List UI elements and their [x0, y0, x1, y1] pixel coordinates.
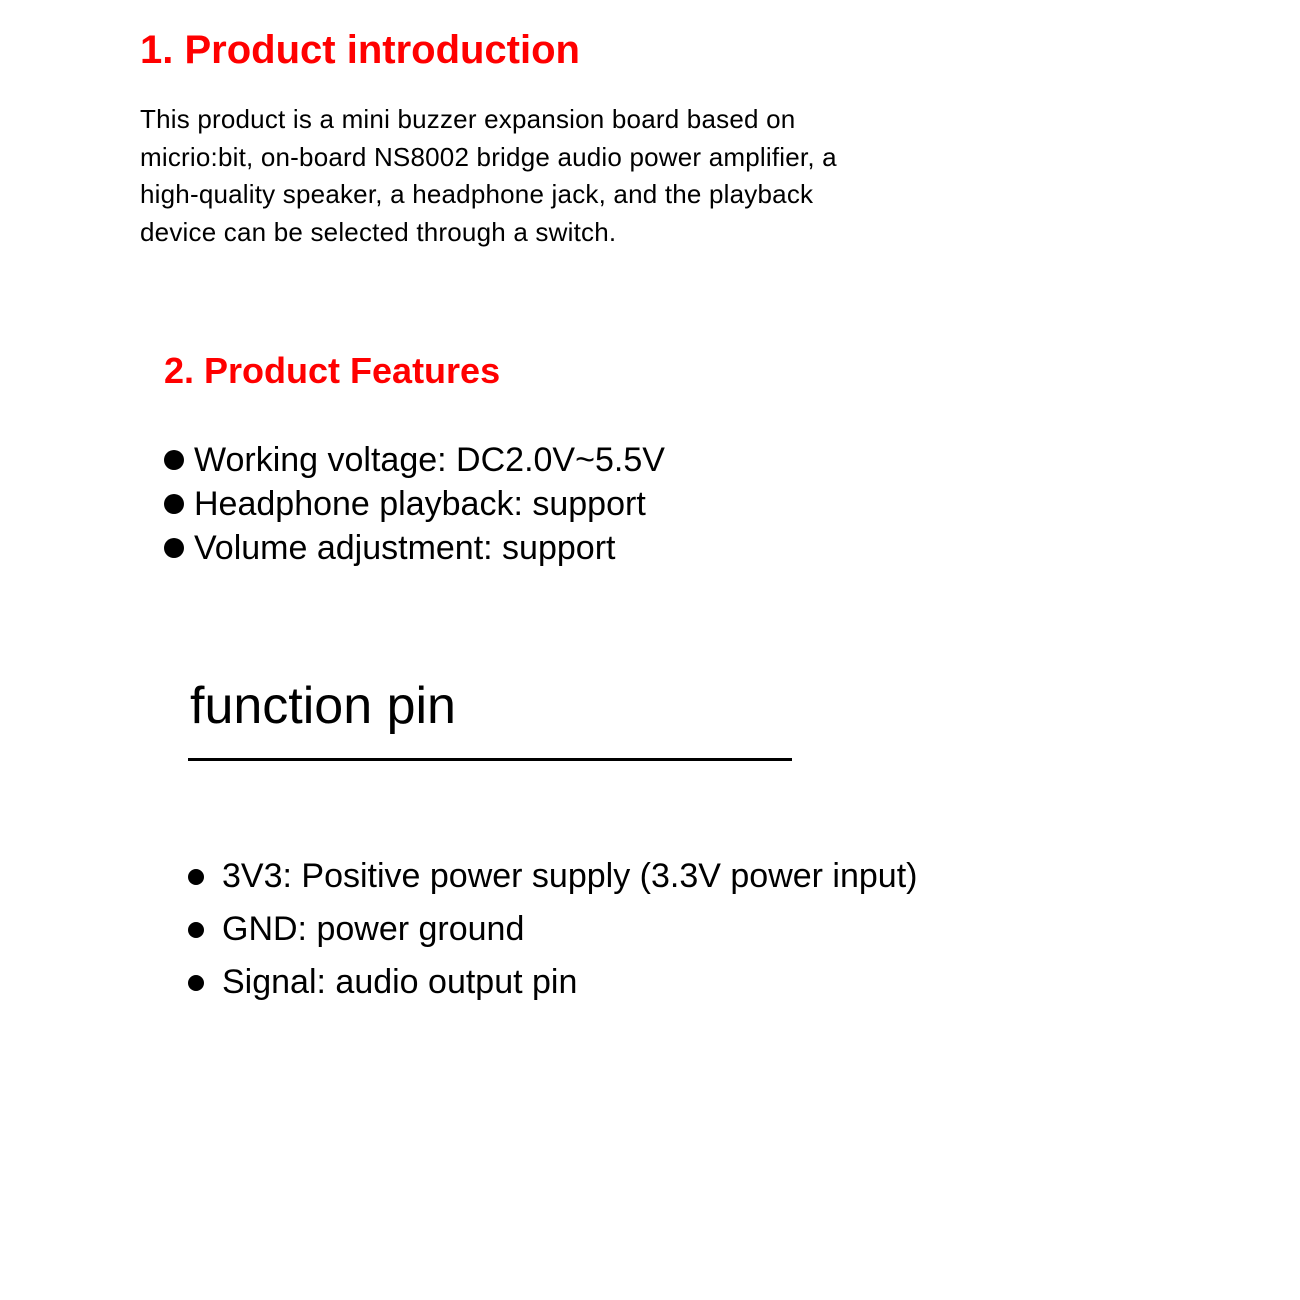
section-product-introduction: 1. Product introduction This product is … [140, 28, 860, 252]
heading-product-introduction: 1. Product introduction [140, 28, 860, 73]
feature-item: Volume adjustment: support [164, 526, 964, 570]
intro-body-text: This product is a mini buzzer expansion … [140, 101, 860, 252]
bullet-icon [188, 975, 204, 991]
bullet-icon [164, 494, 184, 514]
heading-product-features: 2. Product Features [164, 350, 964, 392]
pin-text: GND: power ground [222, 910, 524, 949]
page-root: 1. Product introduction This product is … [0, 0, 1300, 1300]
bullet-icon [188, 922, 204, 938]
feature-text: Working voltage: DC2.0V~5.5V [194, 438, 665, 482]
pin-item: 3V3: Positive power supply (3.3V power i… [188, 857, 1088, 896]
divider-line [188, 758, 792, 761]
feature-list: Working voltage: DC2.0V~5.5V Headphone p… [164, 438, 964, 571]
bullet-icon [188, 869, 204, 885]
bullet-icon [164, 538, 184, 558]
feature-item: Working voltage: DC2.0V~5.5V [164, 438, 964, 482]
bullet-icon [164, 450, 184, 470]
feature-item: Headphone playback: support [164, 482, 964, 526]
section-product-features: 2. Product Features Working voltage: DC2… [164, 350, 964, 571]
pin-text: Signal: audio output pin [222, 963, 577, 1002]
feature-text: Headphone playback: support [194, 482, 646, 526]
pin-text: 3V3: Positive power supply (3.3V power i… [222, 857, 917, 896]
heading-function-pin: function pin [190, 676, 1088, 736]
feature-text: Volume adjustment: support [194, 526, 615, 570]
pin-item: GND: power ground [188, 910, 1088, 949]
pin-item: Signal: audio output pin [188, 963, 1088, 1002]
section-function-pin: function pin 3V3: Positive power supply … [188, 676, 1088, 1016]
pin-list: 3V3: Positive power supply (3.3V power i… [188, 857, 1088, 1002]
